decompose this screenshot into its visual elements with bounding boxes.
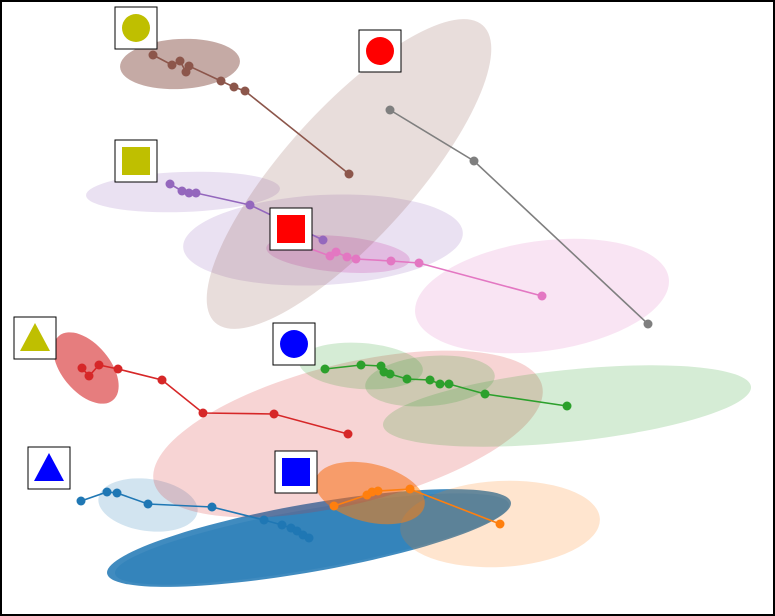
goal-markers (13, 6, 402, 494)
series-7-point-2 (643, 319, 653, 329)
series-3-point-4 (385, 369, 395, 379)
series-4-point-7 (537, 291, 547, 301)
series-5-point-4 (245, 200, 255, 210)
series-0-point-5 (259, 515, 269, 525)
goal-marker-6-circle (366, 37, 394, 65)
series-4-point-5 (386, 256, 396, 266)
series-0-point-4 (207, 502, 217, 512)
goal-marker-4-square (277, 215, 305, 243)
series-3-point-9 (480, 389, 490, 399)
series-0-point-1 (102, 487, 112, 497)
series-5-point-0 (165, 179, 175, 189)
series-6-point-7 (240, 86, 250, 96)
series-0-point-10 (304, 533, 314, 543)
series-5-point-1 (177, 186, 187, 196)
goal-marker-6-circle (358, 29, 402, 73)
series-4-point-3 (342, 252, 352, 262)
series-0-point-3 (143, 499, 153, 509)
series-3-point-0 (320, 364, 330, 374)
goal-marker-2-triangle (20, 323, 50, 351)
series-2-point-0 (77, 363, 87, 373)
series-7-point-1 (469, 156, 479, 166)
series-3-point-1 (356, 360, 366, 370)
series-2-point-2 (94, 360, 104, 370)
series-6-point-1 (167, 60, 177, 70)
series-3-point-7 (435, 379, 445, 389)
series-3-point-10 (562, 401, 572, 411)
goal-marker-0-triangle (34, 453, 64, 481)
series-0-point-0 (76, 496, 86, 506)
goal-marker-1-square (282, 458, 310, 486)
goal-marker-5-square (122, 147, 150, 175)
goal-marker-7-circle (114, 6, 158, 50)
goal-marker-3-circle (280, 330, 308, 358)
goal-marker-0-triangle (27, 446, 71, 490)
series-6-point-6 (229, 82, 239, 92)
series-5-point-5 (318, 235, 328, 245)
goal-marker-7-circle (122, 14, 150, 42)
series-0-point-6 (277, 520, 287, 530)
series-3-point-8 (444, 379, 454, 389)
series-2-point-4 (157, 375, 167, 385)
series-1-point-0 (329, 501, 339, 511)
series-1-point-3 (373, 486, 383, 496)
series-0-point-2 (112, 488, 122, 498)
series-6-point-0 (148, 50, 158, 60)
series-3-point-6 (425, 375, 435, 385)
series-2-point-1 (84, 371, 94, 381)
series-4-point-2 (331, 247, 341, 257)
goal-marker-3-circle (272, 322, 316, 366)
series-6-point-4 (184, 61, 194, 71)
goal-marker-4-square (269, 207, 313, 251)
series-7-point-0 (385, 105, 395, 115)
series-4-point-4 (351, 254, 361, 264)
series-2-point-7 (343, 429, 353, 439)
goal-marker-2-triangle (13, 316, 57, 360)
series-2-point-5 (198, 408, 208, 418)
series-6-point-2 (175, 56, 185, 66)
series-2-point-3 (113, 364, 123, 374)
series-3-point-5 (402, 374, 412, 384)
series-5-point-3 (191, 188, 201, 198)
series-6-point-5 (216, 76, 226, 86)
trajectory-points (76, 50, 653, 543)
series-2-point-6 (269, 409, 279, 419)
series-6-point-8 (344, 169, 354, 179)
goal-marker-5-square (114, 139, 158, 183)
series-1-point-4 (405, 484, 415, 494)
series-5-point-2 (184, 188, 194, 198)
series-1-point-5 (495, 519, 505, 529)
goal-marker-1-square (274, 450, 318, 494)
series-4-point-6 (414, 258, 424, 268)
